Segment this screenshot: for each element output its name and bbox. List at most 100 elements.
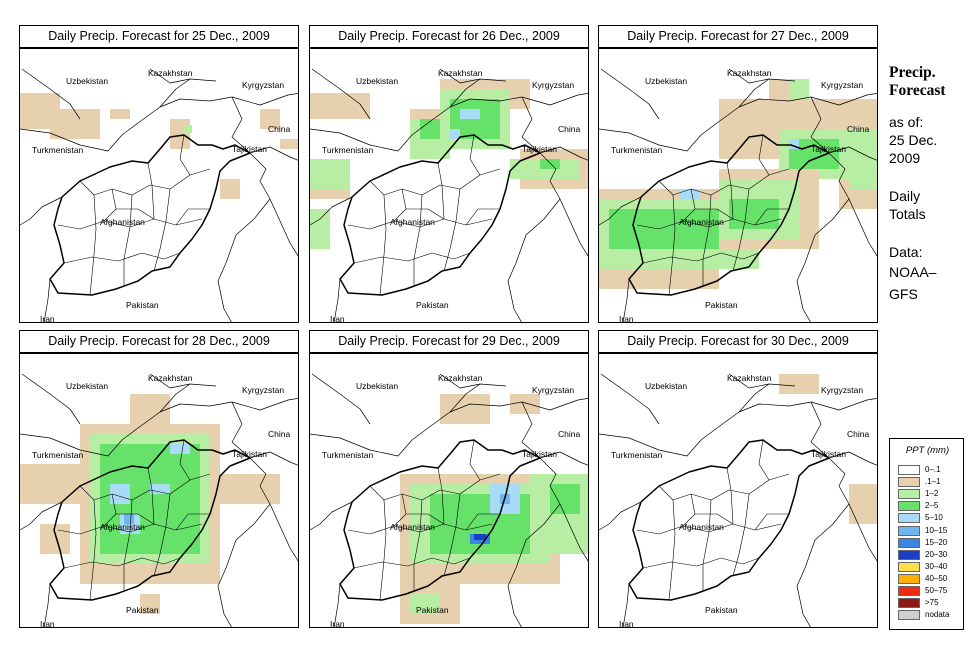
region-border: [231, 96, 251, 154]
region-border: [443, 493, 461, 577]
label-india: India: [835, 320, 853, 322]
label-iran: Iran: [330, 619, 345, 628]
label-pakistan: Pakistan: [416, 605, 449, 615]
region-border: [149, 68, 217, 84]
region-border: [217, 503, 271, 627]
region-border: [728, 68, 796, 84]
label-kyrgyzstan: Kyrgyzstan: [532, 385, 575, 395]
label-india: India: [835, 625, 853, 627]
label-iran: Iran: [40, 619, 55, 628]
precip-area: [460, 109, 480, 119]
panel-title: Daily Precip. Forecast for 25 Dec., 2009: [19, 25, 299, 48]
precip-area: [280, 139, 298, 149]
label-kazakhstan: Kazakhstan: [438, 373, 483, 383]
label-china: China: [268, 429, 291, 439]
legend-swatch: [898, 513, 920, 524]
legend-label: 1–2: [925, 489, 939, 499]
precip-area: [474, 534, 486, 540]
panel-map: Kazakhstan Uzbekistan Kyrgyzstan China Turkm…: [598, 48, 878, 323]
legend-label: nodata: [925, 610, 950, 620]
label-iran: Iran: [40, 314, 55, 323]
region-border: [521, 401, 541, 459]
label-kyrgyzstan: Kyrgyzstan: [242, 385, 285, 395]
region-border: [758, 439, 770, 481]
label-tajikistan: Tajikistan: [811, 144, 846, 154]
info-title-line2: Forecast: [889, 82, 946, 99]
legend-label: 30–40: [925, 561, 948, 571]
legend-swatch: [898, 489, 920, 500]
label-kyrgyzstan: Kyrgyzstan: [532, 80, 575, 90]
region-border: [249, 451, 298, 466]
forecast-panel-3: Daily Precip. Forecast for 27 Dec., 2009…: [598, 25, 878, 323]
precip-area: [410, 594, 440, 614]
region-border: [796, 503, 850, 627]
legend-label: 2–5: [925, 501, 939, 511]
precip-area: [140, 594, 160, 614]
label-india: India: [546, 625, 564, 627]
label-uzbekistan: Uzbekistan: [356, 76, 399, 86]
afghanistan-border: [339, 439, 541, 601]
region-border: [465, 208, 500, 226]
region-border: [828, 146, 877, 161]
forecast-panel-2: Daily Precip. Forecast for 26 Dec., 2009…: [309, 25, 589, 323]
precip-area: [440, 394, 490, 424]
region-border: [333, 278, 341, 322]
precip-area: [110, 484, 130, 504]
region-border: [353, 252, 471, 264]
region-border: [311, 68, 371, 120]
legend-label: 0–.1: [925, 465, 941, 474]
region-border: [695, 208, 734, 220]
legend-swatch: [898, 525, 920, 536]
label-iran: Iran: [619, 619, 634, 628]
label-kazakhstan: Kazakhstan: [148, 68, 193, 78]
panel-map: Kazakhstan Uzbekistan Kyrgyzstan China Turkm…: [598, 353, 878, 628]
label-tajikistan: Tajikistan: [522, 144, 557, 154]
legend-swatch: [898, 610, 920, 621]
afghanistan-border: [628, 439, 830, 601]
legend-label: 20–30: [925, 549, 948, 559]
info-date-line2: 2009: [889, 150, 921, 166]
region-border: [116, 208, 155, 220]
label-india: India: [256, 320, 274, 322]
region-border: [311, 373, 371, 425]
info-totals-line2: Totals: [889, 206, 926, 222]
info-totals-line1: Daily: [889, 188, 921, 204]
region-border: [758, 134, 770, 176]
region-border: [79, 168, 211, 196]
info-as-of: as of:: [889, 114, 924, 130]
legend-swatch: [898, 561, 920, 572]
afghanistan-border: [339, 134, 541, 296]
legend-swatch: [898, 501, 920, 512]
region-border: [449, 383, 481, 413]
region-border: [413, 194, 423, 285]
precip-area: [310, 189, 350, 199]
map-svg: [20, 373, 298, 627]
region-border: [599, 196, 642, 226]
label-china: China: [268, 124, 291, 134]
region-border: [668, 194, 676, 296]
precip-area: [789, 139, 799, 149]
region-border: [668, 499, 676, 601]
region-border: [175, 513, 210, 531]
panel-map: Kazakhstan Uzbekistan Kyrgyzstan China Turkm…: [19, 48, 299, 323]
label-tajikistan: Tajikistan: [522, 449, 557, 459]
region-border: [695, 513, 734, 525]
map-svg: [599, 68, 877, 322]
precip-area: [260, 109, 280, 129]
region-border: [732, 188, 750, 272]
label-uzbekistan: Uzbekistan: [645, 76, 688, 86]
label-iran: Iran: [619, 314, 634, 323]
precip-area: [220, 179, 240, 199]
label-afghanistan: Afghanistan: [390, 522, 435, 532]
precip-area: [510, 394, 540, 414]
map-svg: [20, 68, 298, 322]
label-afghanistan: Afghanistan: [679, 522, 724, 532]
region-border: [658, 168, 790, 196]
region-border: [796, 198, 850, 322]
region-border: [179, 439, 191, 481]
panel-title: Daily Precip. Forecast for 28 Dec., 2009: [19, 330, 299, 353]
precip-area: [220, 474, 280, 504]
precip-area: [679, 189, 699, 199]
region-border: [413, 499, 423, 590]
region-border: [642, 557, 760, 569]
